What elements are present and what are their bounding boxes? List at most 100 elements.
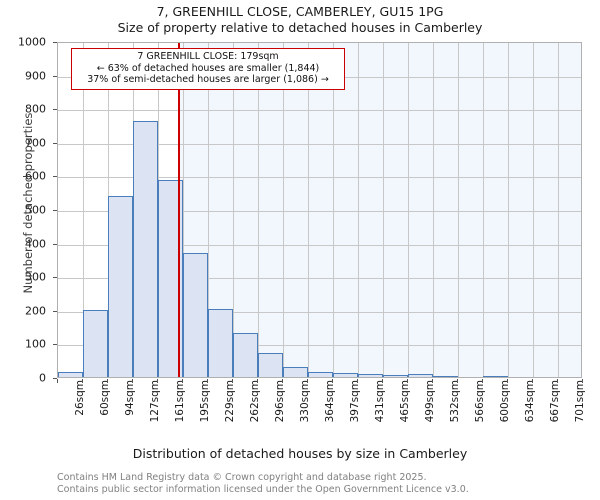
histogram-bar [83, 310, 108, 377]
histogram-bar [383, 375, 408, 377]
gridline-horizontal [58, 345, 581, 347]
property-marker-line [177, 43, 180, 377]
gridline-vertical [558, 43, 559, 377]
x-axis-tick-label: 262sqm [248, 380, 261, 423]
gridline-vertical [508, 43, 509, 377]
x-axis-tick-label: 195sqm [198, 380, 211, 423]
annotation-line-1: 7 GREENHILL CLOSE: 179sqm [137, 51, 279, 62]
x-axis-tick-mark [232, 379, 233, 383]
x-axis-tick-mark [432, 379, 433, 383]
x-axis-tick-labels: 26sqm 60sqm 94sqm 127sqm 161sqm 195sqm 229sqm 2… [57, 380, 586, 442]
y-axis-tick-mark [53, 378, 57, 379]
x-axis-tick-label: 364sqm [323, 380, 336, 423]
chart-subtitle: Size of property relative to detached ho… [117, 20, 483, 35]
x-axis-tick-mark [407, 379, 408, 383]
gridline-horizontal [58, 143, 581, 145]
y-axis-tick-mark [53, 42, 57, 43]
gridline-horizontal [58, 244, 581, 246]
x-axis-title: Distribution of detached houses by size … [132, 446, 468, 461]
x-axis-tick-label: 397sqm [348, 380, 361, 423]
y-axis-tick-mark [53, 344, 57, 346]
x-axis-tick-mark [307, 379, 308, 383]
y-axis-tick-label: 1000 [18, 35, 46, 49]
y-axis-tick-mark [53, 109, 57, 111]
x-axis-tick-mark [557, 379, 558, 383]
x-axis-tick-label: 229sqm [223, 380, 236, 423]
y-axis-tick-label: 700 [25, 136, 46, 150]
histogram-bar [358, 373, 383, 377]
x-axis-tick-mark [507, 379, 508, 383]
gridline-horizontal [58, 211, 581, 212]
plot-area [57, 42, 582, 378]
histogram-bar [308, 372, 333, 377]
x-axis-tick-label: 161sqm [173, 380, 186, 423]
y-axis-tick-mark [53, 75, 57, 77]
histogram-bar [58, 371, 83, 377]
x-axis-tick-mark [157, 379, 158, 383]
x-axis-tick-label: 499sqm [423, 380, 436, 423]
x-axis-tick-mark [207, 379, 208, 383]
histogram-bar [208, 309, 233, 377]
x-axis-tick-label: 26sqm [73, 380, 86, 416]
gridline-vertical [308, 43, 309, 377]
footer-line-1: Contains HM Land Registry data © Crown c… [57, 472, 427, 483]
histogram-bar [183, 252, 208, 377]
y-axis-tick-mark [53, 310, 57, 312]
y-axis-tick-mark [53, 176, 57, 178]
x-axis-tick-mark [82, 379, 83, 383]
gridline-vertical [233, 43, 234, 377]
gridline-vertical [533, 43, 534, 377]
x-axis-tick-label: 127sqm [148, 380, 161, 423]
x-axis-tick-label: 600sqm [498, 380, 511, 423]
x-axis-tick-label: 330sqm [298, 380, 311, 423]
histogram-bar [258, 352, 283, 377]
gridline-vertical [283, 43, 284, 377]
x-axis-tick-mark [107, 379, 108, 383]
histogram-bar [333, 372, 358, 377]
histogram-bar [283, 366, 308, 377]
x-axis-tick-label: 701sqm [573, 380, 586, 423]
gridline-vertical [333, 43, 334, 377]
gridline-vertical [258, 43, 259, 377]
gridline-vertical [208, 43, 209, 377]
x-axis-tick-label: 296sqm [273, 380, 286, 423]
histogram-bar [133, 120, 158, 377]
y-axis-tick-mark [53, 142, 57, 144]
x-axis-tick-mark [132, 379, 133, 383]
x-axis-tick-label: 634sqm [523, 380, 536, 423]
annotation-line-3: 37% of semi-detached houses are larger (… [87, 74, 329, 85]
histogram-bar [108, 195, 133, 377]
x-axis-tick-mark [482, 379, 483, 383]
x-axis-tick-label: 94sqm [123, 380, 136, 416]
y-axis-tick-mark [53, 277, 57, 279]
chart-titles: 7, GREENHILL CLOSE, CAMBERLEY, GU15 1PG … [0, 0, 600, 36]
gridline-vertical [408, 43, 409, 377]
gridline-horizontal [58, 110, 581, 112]
x-axis-tick-mark [357, 379, 358, 383]
y-axis-tick-label: 100 [25, 337, 46, 351]
gridline-vertical [83, 43, 84, 377]
histogram-bar [483, 375, 508, 377]
histogram-bar [433, 376, 458, 377]
gridline-horizontal [58, 311, 581, 313]
gridline-vertical [458, 43, 459, 377]
gridline-horizontal [58, 278, 581, 280]
x-axis-tick-label: 667sqm [548, 380, 561, 423]
x-axis-tick-label: 60sqm [98, 380, 111, 416]
footer-attribution: Contains HM Land Registry data © Crown c… [57, 472, 577, 495]
gridline-vertical [483, 43, 484, 377]
y-axis-tick-label: 600 [25, 169, 46, 183]
x-axis-tick-mark [332, 379, 333, 383]
x-axis-tick-mark [457, 379, 458, 383]
gridline-vertical [183, 43, 184, 377]
y-axis-tick-label: 900 [25, 69, 46, 83]
x-axis-tick-mark [282, 379, 283, 383]
shaded-larger-region [177, 43, 581, 377]
y-axis-tick-mark [53, 243, 57, 245]
chart-title: 7, GREENHILL CLOSE, CAMBERLEY, GU15 1PG [156, 4, 444, 19]
x-axis-tick-label: 431sqm [373, 380, 386, 423]
y-axis-tick-label: 200 [25, 304, 46, 318]
x-axis-tick-label: 532sqm [448, 380, 461, 423]
annotation-line-2: ← 63% of detached houses are smaller (1,… [96, 62, 320, 74]
y-axis-tick-label: 300 [25, 270, 46, 284]
